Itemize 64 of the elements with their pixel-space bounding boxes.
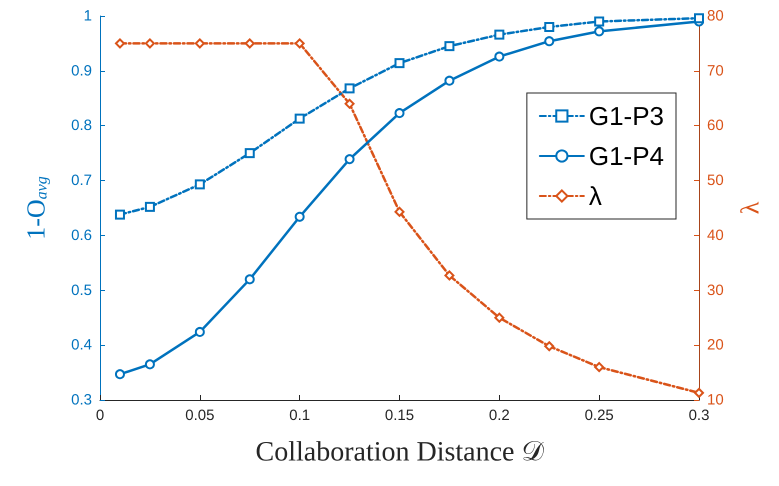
point (144, 38, 155, 48)
legend-label: G1-P4 (588, 141, 664, 171)
point (114, 38, 125, 48)
y-tick-label: 0.4 (71, 336, 92, 354)
legend-label: λ (588, 181, 602, 211)
y-tick-label: 0.3 (71, 392, 92, 408)
legend-label: G1-P3 (588, 101, 664, 131)
point (244, 274, 255, 284)
point (294, 38, 305, 48)
point (394, 108, 404, 118)
point (394, 206, 404, 217)
y-tick-label: 0.6 (71, 226, 92, 244)
point (394, 58, 404, 68)
point (694, 388, 704, 398)
point (494, 30, 504, 40)
y-tick-label: 0.9 (71, 62, 92, 80)
y2-tick-label: 80 (707, 8, 724, 24)
y-axis-title: 1-Oavg (22, 176, 50, 240)
y2-tick-label: 30 (707, 282, 724, 299)
y-tick-label: 0.8 (71, 117, 92, 134)
point (544, 341, 554, 352)
point (694, 13, 704, 24)
point (194, 179, 205, 190)
x-tick-label: 0.15 (384, 407, 414, 424)
point (294, 212, 305, 222)
point (594, 362, 604, 372)
y2-tick-label: 60 (707, 117, 724, 134)
y2-tick-label: 20 (707, 336, 724, 354)
point (444, 76, 454, 86)
point (494, 312, 504, 323)
x-tick-label: 0 (96, 407, 104, 424)
y2-axis-title: λ (736, 201, 764, 214)
point (194, 326, 205, 337)
x-tick-label: 0.05 (185, 407, 214, 424)
y-tick-label: 0.7 (71, 172, 92, 190)
y-tick-label: 1 (84, 8, 92, 24)
point (494, 52, 504, 62)
point (594, 26, 604, 36)
point (544, 22, 554, 32)
point (344, 98, 355, 109)
x-tick-label: 0.25 (584, 407, 614, 424)
point (194, 38, 205, 48)
point (344, 83, 355, 94)
x-tick-label: 0.1 (289, 407, 310, 424)
point (544, 36, 554, 46)
point (114, 210, 125, 220)
y-tick-label: 0.5 (71, 282, 92, 299)
x-tick-label: 0.3 (688, 407, 710, 424)
point (144, 202, 155, 212)
point (344, 154, 355, 164)
point (294, 114, 305, 124)
y2-tick-label: 70 (707, 62, 724, 80)
y2-tick-label: 10 (707, 392, 724, 408)
y2-tick-label: 50 (707, 172, 724, 190)
point (444, 270, 454, 280)
point (594, 16, 604, 26)
x-tick-label: 0.2 (488, 407, 510, 424)
point (244, 38, 255, 48)
point (144, 359, 155, 370)
point (114, 369, 125, 380)
y2-tick-label: 40 (707, 226, 724, 244)
x-axis-title: Collaboration Distance 𝒟 (256, 436, 544, 468)
point (244, 148, 255, 158)
point (444, 41, 454, 52)
